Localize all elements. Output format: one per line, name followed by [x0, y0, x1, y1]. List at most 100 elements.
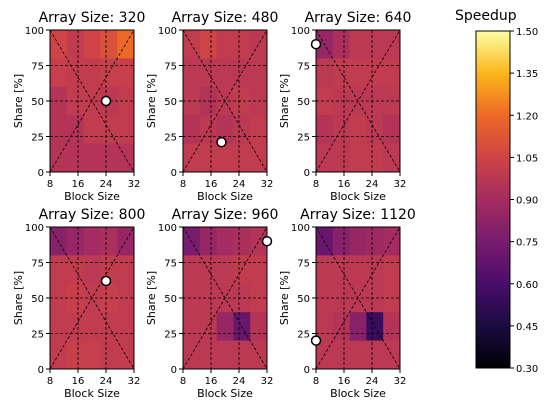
contour-cell: [117, 255, 135, 285]
contour-cell: [216, 340, 234, 370]
contour-cell: [250, 115, 268, 145]
contour-cell: [83, 58, 101, 88]
diagonal-line: [315, 226, 401, 370]
diagonal-line: [182, 226, 268, 370]
contour-cell: [233, 227, 251, 256]
contour-cell: [233, 30, 251, 59]
panels: 8 16 24 32 0 25 50 75 100 Array Size: 320 Block Si…: [12, 10, 416, 400]
colorbar-gradient: [475, 30, 511, 369]
x-axis-label: Block Size: [330, 387, 386, 400]
colorbar-tick-label: 1.20: [516, 111, 538, 122]
contour-cell: [66, 340, 85, 370]
diagonal-line: [182, 29, 268, 173]
contour-cell: [199, 30, 218, 59]
contour-cell: [366, 227, 384, 256]
contour-cell: [199, 143, 218, 173]
contour-cell: [66, 227, 85, 256]
panel-title: Array Size: 320: [39, 10, 146, 26]
x-tick-label: 24: [366, 179, 379, 190]
y-tick-label: 50: [164, 294, 177, 305]
y-tick-label: 0: [171, 365, 177, 376]
contour-cell: [316, 58, 334, 88]
contour-cell: [199, 227, 218, 256]
x-tick-label: 16: [338, 179, 351, 190]
contour-cell: [216, 227, 234, 256]
contour-cell: [383, 115, 401, 145]
panel-title: Array Size: 480: [172, 10, 279, 26]
contour-cell: [83, 143, 101, 173]
contour-cell: [233, 143, 251, 173]
x-tick-label: 24: [233, 179, 246, 190]
contour-cell: [50, 58, 68, 88]
contour-cell: [250, 312, 268, 342]
contour-cell: [66, 30, 85, 59]
contour-cell: [183, 312, 201, 342]
y-axis-label: Share [%]: [145, 74, 158, 128]
x-tick-label: 32: [394, 179, 407, 190]
y-axis-label: Share [%]: [145, 271, 158, 325]
x-tick-label: 8: [47, 179, 53, 190]
y-tick-label: 75: [31, 62, 44, 73]
contour-cell: [332, 340, 351, 370]
colorbar-tick-label: 0.60: [516, 280, 538, 291]
y-tick-label: 100: [25, 223, 44, 234]
contour-cell: [216, 255, 234, 285]
contour-cell: [383, 312, 401, 342]
contour-cell: [216, 143, 234, 173]
contour-cell: [366, 340, 384, 370]
panel-title: Array Size: 640: [305, 10, 412, 26]
contour-cell: [199, 340, 218, 370]
contour-cell: [83, 255, 101, 285]
y-tick-label: 25: [164, 330, 177, 341]
panel-title: Array Size: 1120: [300, 207, 416, 223]
diagonal-line: [49, 226, 135, 370]
x-axis-label: Block Size: [64, 387, 120, 400]
contour-cell: [366, 86, 384, 116]
x-tick-label: 32: [128, 179, 141, 190]
y-tick-label: 25: [297, 133, 310, 144]
x-tick-label: 24: [100, 376, 113, 387]
contour-cell: [183, 255, 201, 285]
x-tick-label: 8: [180, 376, 186, 387]
contour-cell: [366, 283, 384, 313]
contour-cell: [83, 115, 101, 145]
contour-cell: [50, 255, 68, 285]
contour-cell: [216, 312, 234, 342]
contour-cell: [332, 143, 351, 173]
x-tick-label: 16: [72, 179, 85, 190]
best-point-marker: [261, 235, 273, 247]
y-tick-label: 25: [297, 330, 310, 341]
y-tick-label: 100: [291, 223, 310, 234]
colorbar-tick-label: 1.35: [516, 69, 538, 80]
contour-cell: [233, 340, 251, 370]
contour-cell: [250, 255, 268, 285]
contour-cell: [83, 30, 101, 59]
contour-cell: [183, 58, 201, 88]
y-tick-label: 50: [297, 294, 310, 305]
contour-cell: [83, 312, 101, 342]
x-axis-label: Block Size: [64, 190, 120, 203]
colorbar-tick-label: 0.90: [516, 196, 538, 207]
contour-cell: [349, 255, 367, 285]
contour-cell: [216, 58, 234, 88]
x-tick-label: 32: [261, 179, 274, 190]
y-tick-label: 25: [31, 133, 44, 144]
contour-cell: [83, 340, 101, 370]
colorbar-tick-label: 1.50: [516, 27, 538, 38]
contour-cell: [349, 115, 367, 145]
contour-cell: [216, 30, 234, 59]
x-tick-label: 32: [261, 376, 274, 387]
contour-cell: [50, 115, 68, 145]
panel-title: Array Size: 960: [172, 207, 279, 223]
contour-cell: [316, 86, 334, 116]
y-tick-label: 50: [164, 97, 177, 108]
contour-cell: [233, 283, 251, 313]
best-point-marker: [100, 95, 112, 107]
best-point-marker: [100, 275, 112, 287]
y-axis-label: Share [%]: [278, 271, 291, 325]
